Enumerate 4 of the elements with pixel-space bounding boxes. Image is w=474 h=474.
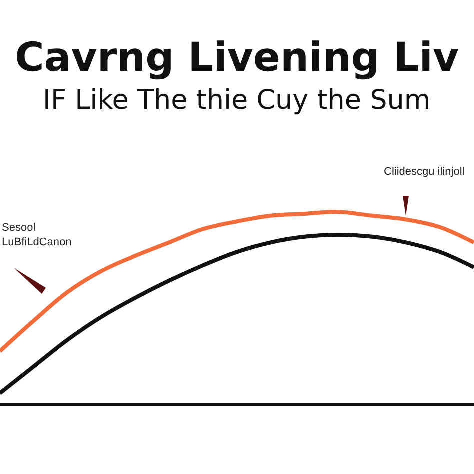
text: Cliidescgu ilinjoll: [384, 166, 465, 178]
chart-subtitle: IF Like The thie Cuy the Sum: [43, 85, 431, 116]
annotation: Sesool LuBfiLdCanon: [2, 222, 72, 248]
chart-title: Cavrng Livening Liv: [14, 35, 460, 81]
